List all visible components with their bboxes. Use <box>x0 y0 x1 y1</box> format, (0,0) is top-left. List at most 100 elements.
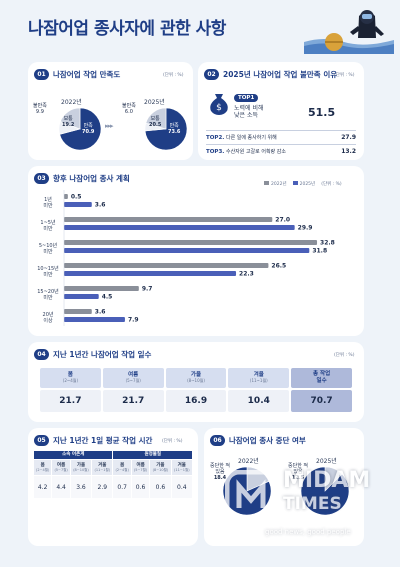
value-total: 70.7 <box>291 390 352 412</box>
value-cell: 0.7 <box>113 476 131 498</box>
section-heading: 향후 나잠어업 종사 계획 <box>53 174 130 183</box>
category-label: 15~20년 미만 <box>37 288 59 301</box>
pie-year-2025: 2025년 <box>144 99 165 106</box>
category-label: 10~15년 미만 <box>37 265 59 278</box>
section-number: 04 <box>34 349 49 360</box>
bar-2022년 <box>64 263 269 268</box>
top1-value: 51.5 <box>308 106 336 119</box>
section-02-header: 02 2025년 나잠어업 작업 불만족 이유 <box>204 69 337 80</box>
page-title: 나잠어업 종사자에 관한 사항 <box>28 19 226 39</box>
header-spring: 봄 (2~4월) <box>40 368 101 388</box>
header-winter: 겨울 (11~1월) <box>171 460 192 475</box>
arrow-icon: ▸▸▸ <box>105 122 113 130</box>
top1-reason: 노력에 비해 낮은 소득 <box>234 105 264 120</box>
category-label: 20년 이상 <box>43 311 54 324</box>
watermark-brand2: TIMES <box>283 494 342 514</box>
category-label: 1년 미만 <box>43 196 53 209</box>
bar-value-label: 32.8 <box>320 240 335 247</box>
work-days-card: 04 지난 1년간 나잠어업 작업 일수 (단위 : %) 봄 (2~4월) 여름… <box>28 342 364 422</box>
value-cell: 0.6 <box>150 476 171 498</box>
section-heading: 지난 1년간 나잠어업 작업 일수 <box>53 350 152 359</box>
pie-2025-bad: 불만족 6.0 <box>122 103 136 115</box>
stop-pie-2025 <box>300 466 350 516</box>
future-plan-bar-chart: 1년 미만 0.5 3.6 1~5년 미만 27.0 29.9 5~10년 미만 32.831.8 1… <box>37 190 335 326</box>
value-cell: 4.2 <box>34 476 52 498</box>
section-01-header: 01 나잠어업 작업 만족도 <box>34 69 120 80</box>
bar-value-label: 3.6 <box>95 202 106 209</box>
header-spring: 봄 (2~4월) <box>34 460 52 475</box>
table-header-row: 봄 (2~4월) 여름 (5~7월) 가을 (8~10월) 겨울 (11~1월) 봄 (2… <box>34 460 192 475</box>
section-number: 02 <box>204 69 219 80</box>
value-cell: 4.4 <box>52 476 70 498</box>
pie-2022-bad: 불만족 9.9 <box>33 103 47 115</box>
header-total: 총 작업 일수 <box>291 368 352 388</box>
dissatisfaction-card: 02 2025년 나잠어업 작업 불만족 이유 (단위 : %) $ TOP1 … <box>198 62 364 160</box>
bar-value-label: 9.7 <box>142 286 153 293</box>
category-label: 5~10년 미만 <box>39 242 58 255</box>
section-number: 03 <box>34 173 49 184</box>
value-cell: 0.4 <box>171 476 192 498</box>
table-header-row: 봄 (2~4월) 여름 (5~7월) 가을 (8~10월) 겨울 (11~1월) 총 작… <box>40 368 352 388</box>
value-cell: 3.6 <box>70 476 92 498</box>
bar-2022년 <box>64 286 139 291</box>
pie-year-2022: 2022년 <box>61 99 82 106</box>
pie-year-2025: 2025년 <box>316 458 337 465</box>
section-06-header: 06 나잠어업 종사 중단 여부 <box>210 435 306 446</box>
value-cell: 0.6 <box>131 476 150 498</box>
section-number: 05 <box>34 435 49 446</box>
section-05-header: 05 지난 1년간 1일 평균 작업 시간 <box>34 435 152 446</box>
legend-2025: 2025년 <box>292 181 315 187</box>
future-plan-card: 03 향후 나잠어업 종사 계획 2022년 2025년 (단위 : %) 1년… <box>28 166 364 336</box>
bar-value-label: 4.5 <box>102 294 113 301</box>
pie-2022-good: 만족 70.9 <box>82 123 95 135</box>
top3-row: TOP3. 수산자원 고갈로 어획량 감소 13.2 <box>206 144 356 155</box>
bar-2025년 <box>64 271 237 276</box>
header-autumn: 가을 (8~10월) <box>165 368 227 388</box>
bar-2022년 <box>64 309 92 314</box>
pie-slice-not-stopped <box>300 466 350 516</box>
svg-text:$: $ <box>216 103 222 113</box>
top1-badge: TOP1 <box>234 94 259 102</box>
bar-2025년 <box>64 294 99 299</box>
section-heading: 나잠어업 작업 만족도 <box>53 70 121 79</box>
watermark: MIDAM TIMES good news, good people <box>225 462 385 542</box>
watermark-tagline: good news, good people <box>265 528 351 536</box>
diver-illustration <box>304 10 394 54</box>
pie-2025-good: 만족 73.6 <box>168 123 181 135</box>
bar-2025년 <box>64 202 92 207</box>
unit-label: (단위 : %) <box>163 73 184 78</box>
pie-slice-mid <box>59 107 81 130</box>
section-03-header: 03 향후 나잠어업 종사 계획 <box>34 173 130 184</box>
section-number: 06 <box>210 435 225 446</box>
bar-value-label: 3.6 <box>95 309 106 316</box>
unit-label: (단위 : %) <box>334 353 355 358</box>
bar-value-label: 29.9 <box>298 225 313 232</box>
value-winter: 10.4 <box>228 390 290 412</box>
bar-value-label: 27.0 <box>275 217 290 224</box>
category-label: 1~5년 미만 <box>40 219 56 232</box>
section-number: 01 <box>34 69 49 80</box>
group-own-village: 소속 어촌계 <box>34 451 113 459</box>
pie-slice-mid <box>145 107 167 130</box>
header-autumn: 가을 (8~10월) <box>150 460 171 475</box>
money-bag-icon: $ <box>210 94 228 115</box>
unit-label: (단위 : %) <box>162 439 183 444</box>
table-row: 21.7 21.7 16.9 10.4 70.7 <box>40 390 352 412</box>
stop-work-card: 06 나잠어업 종사 중단 여부 2022년 중단한 적 있음 18.4 2025년… <box>204 428 364 546</box>
header-summer: 여름 (5~7월) <box>52 460 70 475</box>
satisfaction-pie-2025 <box>144 107 188 151</box>
bar-value-label: 7.9 <box>128 317 139 324</box>
bar-2022년 <box>64 217 273 222</box>
section-heading: 지난 1년간 1일 평균 작업 시간 <box>53 436 153 445</box>
value-cell: 2.9 <box>92 476 113 498</box>
satisfaction-pie-2022 <box>58 107 102 151</box>
watermark-brand: MIDAM <box>283 468 371 493</box>
bar-2025년 <box>64 248 310 253</box>
bar-value-label: 31.8 <box>312 248 327 255</box>
pie-2022-mid: 보통 19.2 <box>62 116 75 128</box>
section-heading: 나잠어업 종사 중단 여부 <box>229 436 306 445</box>
section-heading: 2025년 나잠어업 작업 불만족 이유 <box>223 70 338 79</box>
header-spring: 봄 (2~4월) <box>113 460 131 475</box>
value-autumn: 16.9 <box>165 390 227 412</box>
